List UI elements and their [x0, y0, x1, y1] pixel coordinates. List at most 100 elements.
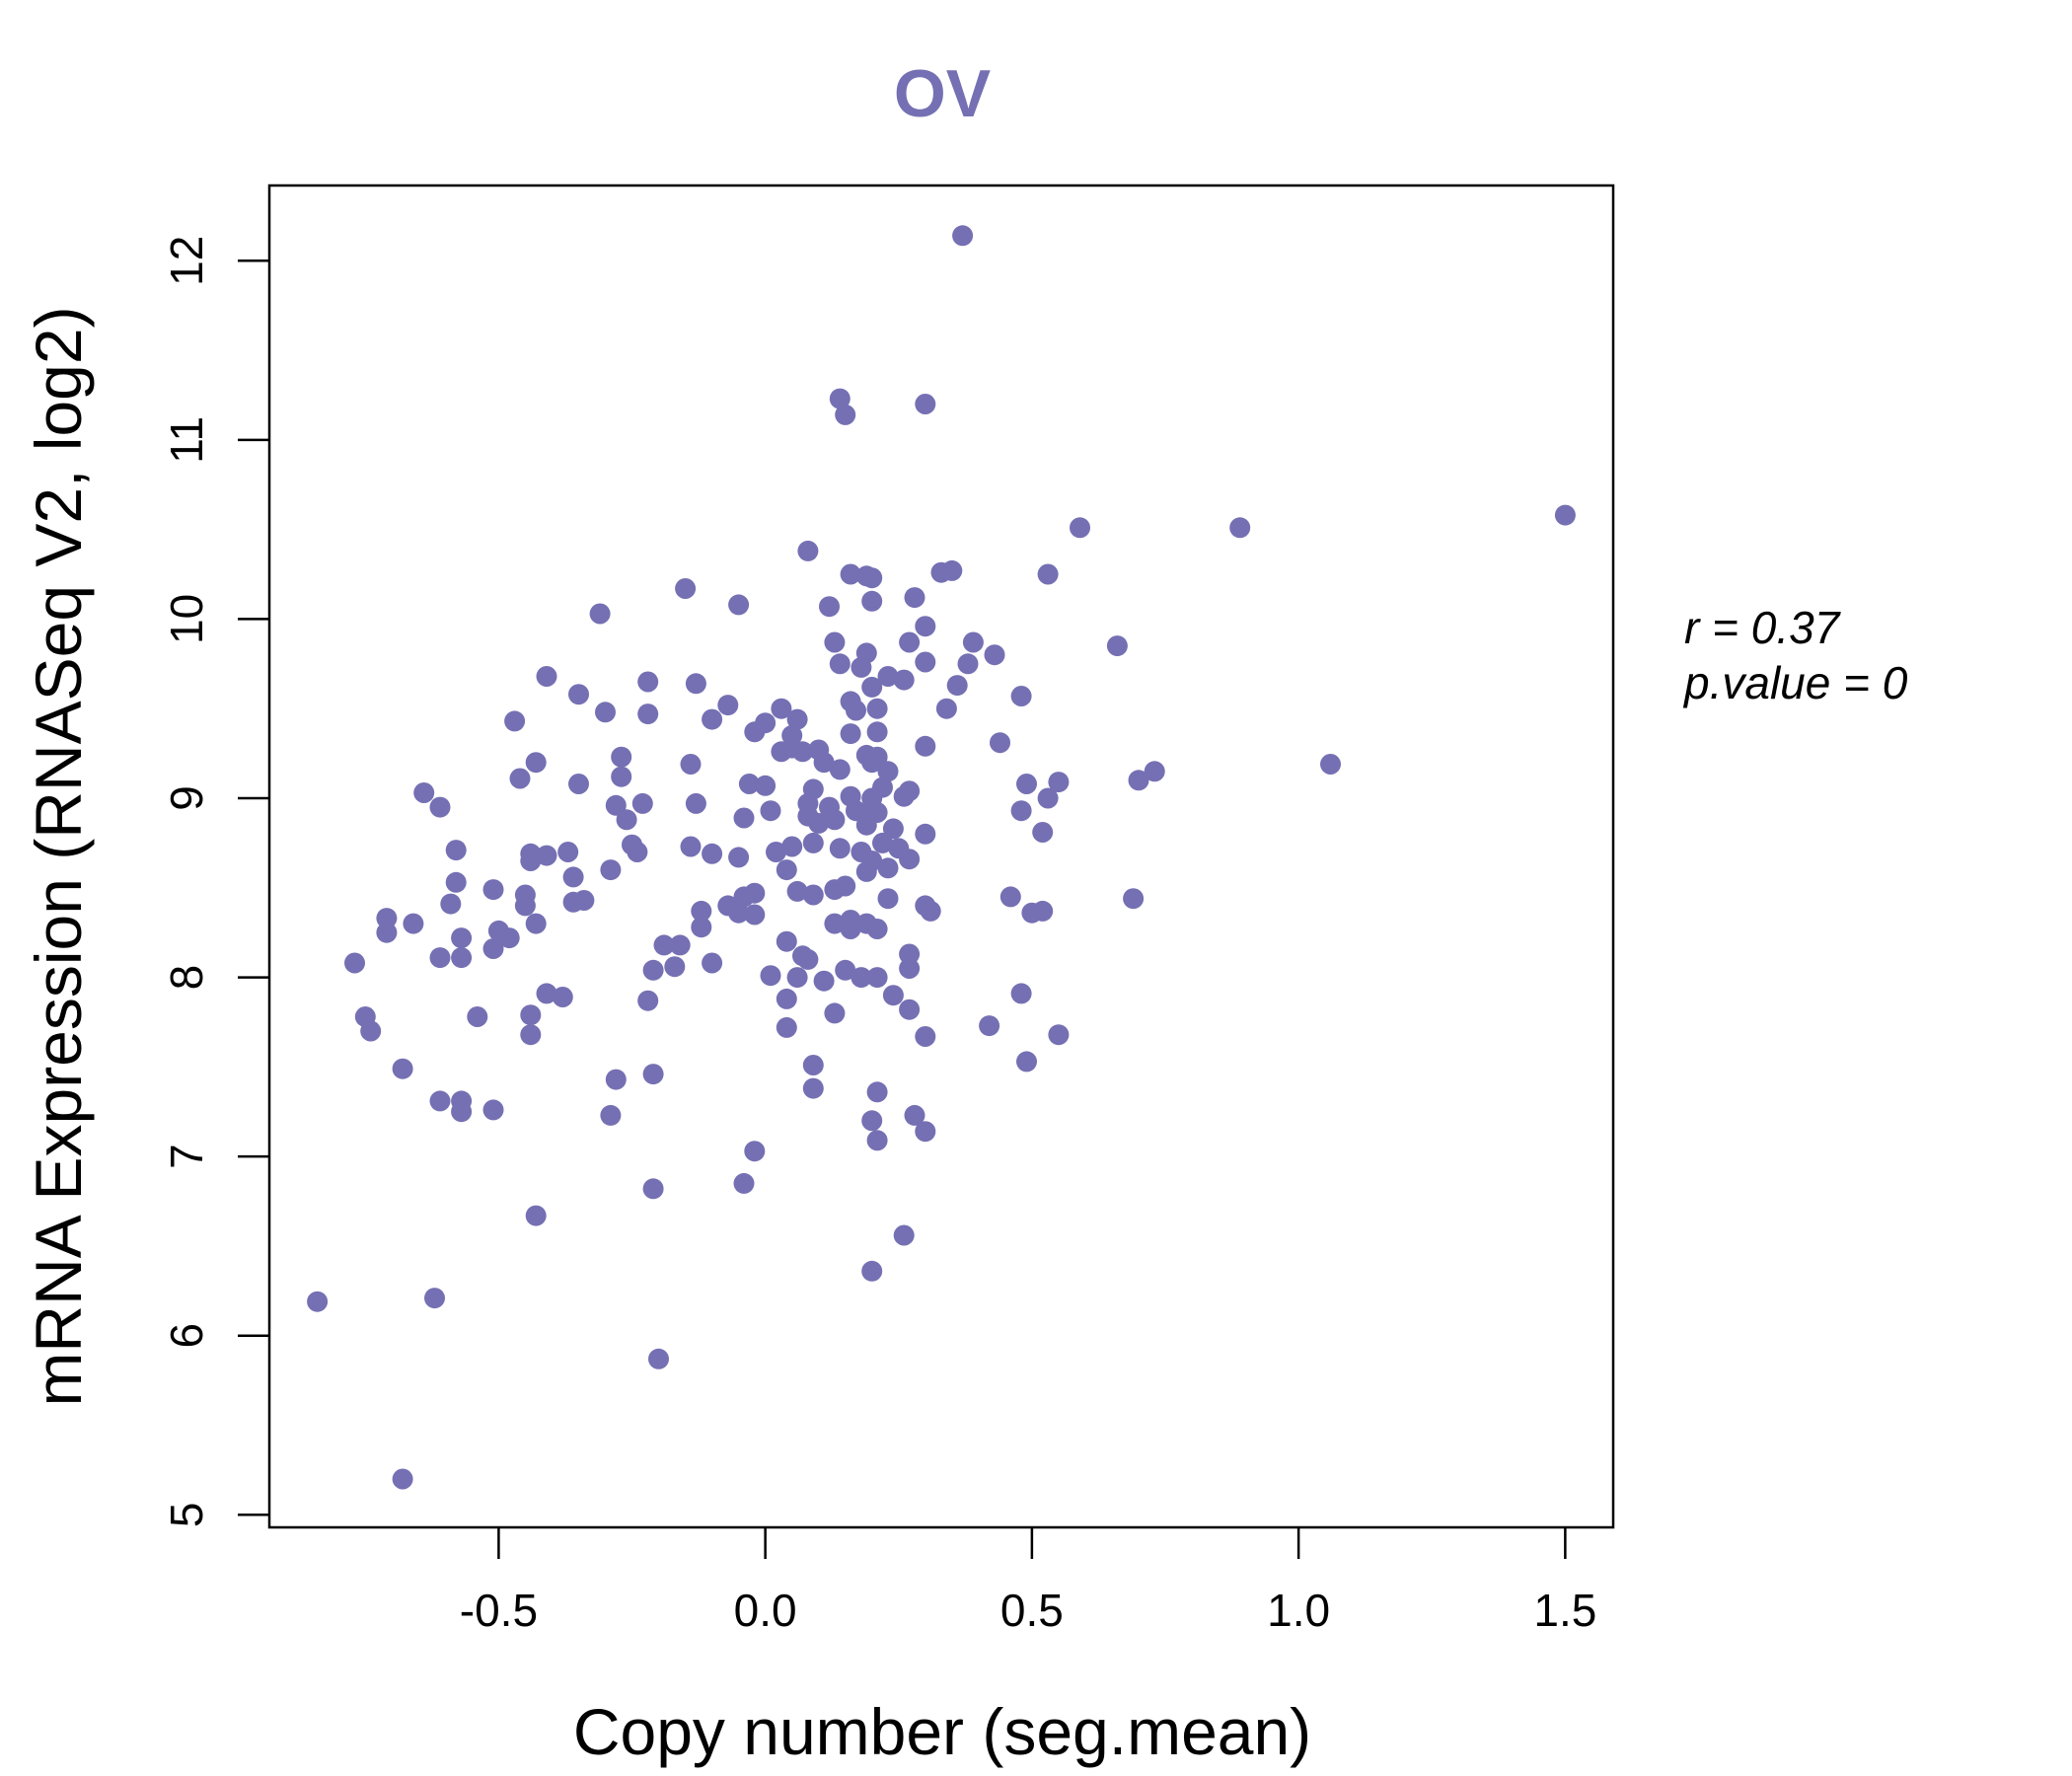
data-point-150 [728, 902, 750, 924]
data-point-34 [861, 676, 883, 698]
data-point-190 [536, 983, 557, 1004]
data-point-219 [861, 1110, 883, 1132]
data-point-4 [1554, 504, 1576, 526]
data-point-144 [1123, 888, 1145, 910]
data-point-76 [680, 754, 702, 775]
data-point-148 [573, 890, 595, 911]
data-point-160 [451, 927, 473, 949]
data-point-72 [1016, 774, 1037, 794]
data-point-68 [1144, 761, 1165, 782]
data-point-48 [866, 698, 888, 719]
data-point-175 [669, 934, 691, 956]
data-point-156 [691, 900, 712, 922]
data-point-203 [899, 999, 921, 1020]
data-point-138 [786, 880, 808, 902]
data-point-130 [562, 866, 584, 888]
data-point-40 [595, 702, 616, 723]
data-point-185 [813, 970, 835, 992]
data-point-30 [851, 656, 872, 678]
data-point-97 [605, 794, 627, 816]
data-point-70 [1320, 754, 1341, 775]
data-point-50 [786, 708, 808, 730]
data-point-222 [866, 1130, 888, 1151]
correlation-label: r = 0.37 [1684, 602, 1841, 653]
data-point-31 [877, 666, 899, 687]
data-point-206 [1048, 1024, 1070, 1046]
data-point-231 [648, 1348, 669, 1369]
data-point-207 [392, 1058, 413, 1079]
data-point-55 [866, 721, 888, 743]
data-point-63 [771, 741, 792, 763]
data-point-14 [675, 578, 697, 599]
x-axis-label: Copy number (seg.mean) [573, 1695, 1311, 1768]
data-point-32 [893, 669, 915, 691]
data-point-28 [957, 653, 979, 675]
data-point-188 [866, 967, 888, 989]
data-point-215 [451, 1101, 473, 1123]
data-point-187 [851, 967, 872, 989]
data-point-99 [685, 792, 706, 814]
data-point-182 [899, 943, 921, 965]
data-point-20 [915, 616, 936, 637]
data-point-151 [744, 904, 766, 925]
data-point-145 [440, 893, 462, 915]
data-point-183 [760, 965, 781, 987]
data-point-155 [1032, 900, 1054, 922]
data-point-59 [792, 741, 813, 763]
data-point-74 [509, 768, 531, 789]
data-point-195 [1010, 983, 1032, 1004]
data-point-96 [429, 796, 451, 818]
data-point-106 [882, 818, 904, 840]
data-point-44 [504, 710, 526, 732]
data-point-117 [766, 842, 786, 862]
data-point-54 [840, 723, 861, 745]
data-point-184 [786, 967, 808, 989]
data-point-162 [498, 927, 520, 949]
data-point-18 [904, 587, 925, 609]
data-point-229 [307, 1291, 329, 1312]
y-tick-label: 6 [161, 1323, 212, 1349]
data-point-0 [952, 225, 974, 247]
data-point-73 [525, 752, 547, 774]
data-point-168 [866, 919, 888, 939]
data-point-172 [482, 938, 504, 959]
data-point-41 [637, 703, 659, 725]
data-point-201 [776, 1016, 797, 1038]
x-tick-label: 0.0 [734, 1585, 797, 1636]
data-point-141 [835, 875, 856, 897]
data-point-71 [1048, 772, 1070, 793]
y-axis: 5 6 7 8 9 10 11 12 [161, 236, 269, 1527]
data-point-197 [360, 1020, 382, 1042]
data-point-212 [866, 1081, 888, 1103]
data-point-218 [600, 1104, 622, 1126]
data-point-79 [738, 774, 760, 794]
data-point-122 [872, 832, 893, 853]
data-point-128 [855, 860, 877, 882]
data-point-109 [445, 840, 467, 861]
data-point-216 [482, 1099, 504, 1121]
x-tick-label: 1.0 [1267, 1585, 1330, 1636]
data-point-202 [824, 1002, 846, 1024]
data-point-64 [813, 752, 835, 774]
data-point-134 [482, 879, 504, 901]
y-tick-label: 9 [161, 785, 212, 811]
data-point-43 [702, 708, 723, 730]
data-point-65 [861, 752, 883, 774]
data-point-105 [855, 814, 877, 836]
data-point-199 [520, 1004, 542, 1026]
data-point-137 [744, 882, 766, 904]
data-point-78 [568, 774, 589, 794]
data-point-104 [824, 809, 846, 831]
y-tick-label: 11 [161, 416, 212, 464]
data-point-47 [846, 700, 866, 721]
data-point-2 [835, 404, 856, 425]
data-point-23 [962, 631, 984, 653]
data-point-22 [899, 631, 921, 653]
data-point-157 [403, 913, 424, 934]
data-point-224 [733, 1172, 755, 1194]
data-point-132 [622, 834, 642, 855]
data-point-146 [514, 895, 536, 917]
y-tick-label: 12 [161, 236, 212, 286]
data-point-103 [808, 812, 830, 834]
data-point-85 [899, 780, 921, 802]
